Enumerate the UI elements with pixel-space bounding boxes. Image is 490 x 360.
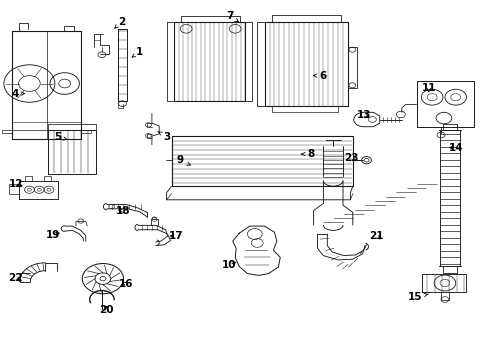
Text: 12: 12 [8, 179, 23, 189]
Text: 10: 10 [222, 260, 237, 270]
Text: 14: 14 [448, 143, 463, 153]
Text: 3: 3 [158, 131, 170, 142]
Text: 7: 7 [226, 11, 239, 22]
Text: 22: 22 [8, 273, 23, 283]
Text: 9: 9 [177, 155, 190, 165]
Text: 23: 23 [344, 153, 359, 163]
Text: 18: 18 [116, 206, 131, 216]
Text: 2: 2 [115, 17, 125, 28]
Text: 11: 11 [421, 83, 436, 93]
Text: 6: 6 [314, 71, 327, 81]
Text: 21: 21 [369, 231, 384, 241]
Text: 5: 5 [54, 132, 67, 142]
Text: 16: 16 [119, 279, 134, 289]
Text: 8: 8 [301, 149, 314, 159]
Text: 4: 4 [11, 89, 24, 99]
Text: 17: 17 [169, 231, 184, 241]
Text: 20: 20 [99, 305, 114, 315]
Text: 1: 1 [132, 47, 143, 57]
Text: 13: 13 [356, 110, 371, 120]
Text: 19: 19 [46, 230, 60, 240]
Text: 15: 15 [408, 292, 428, 302]
